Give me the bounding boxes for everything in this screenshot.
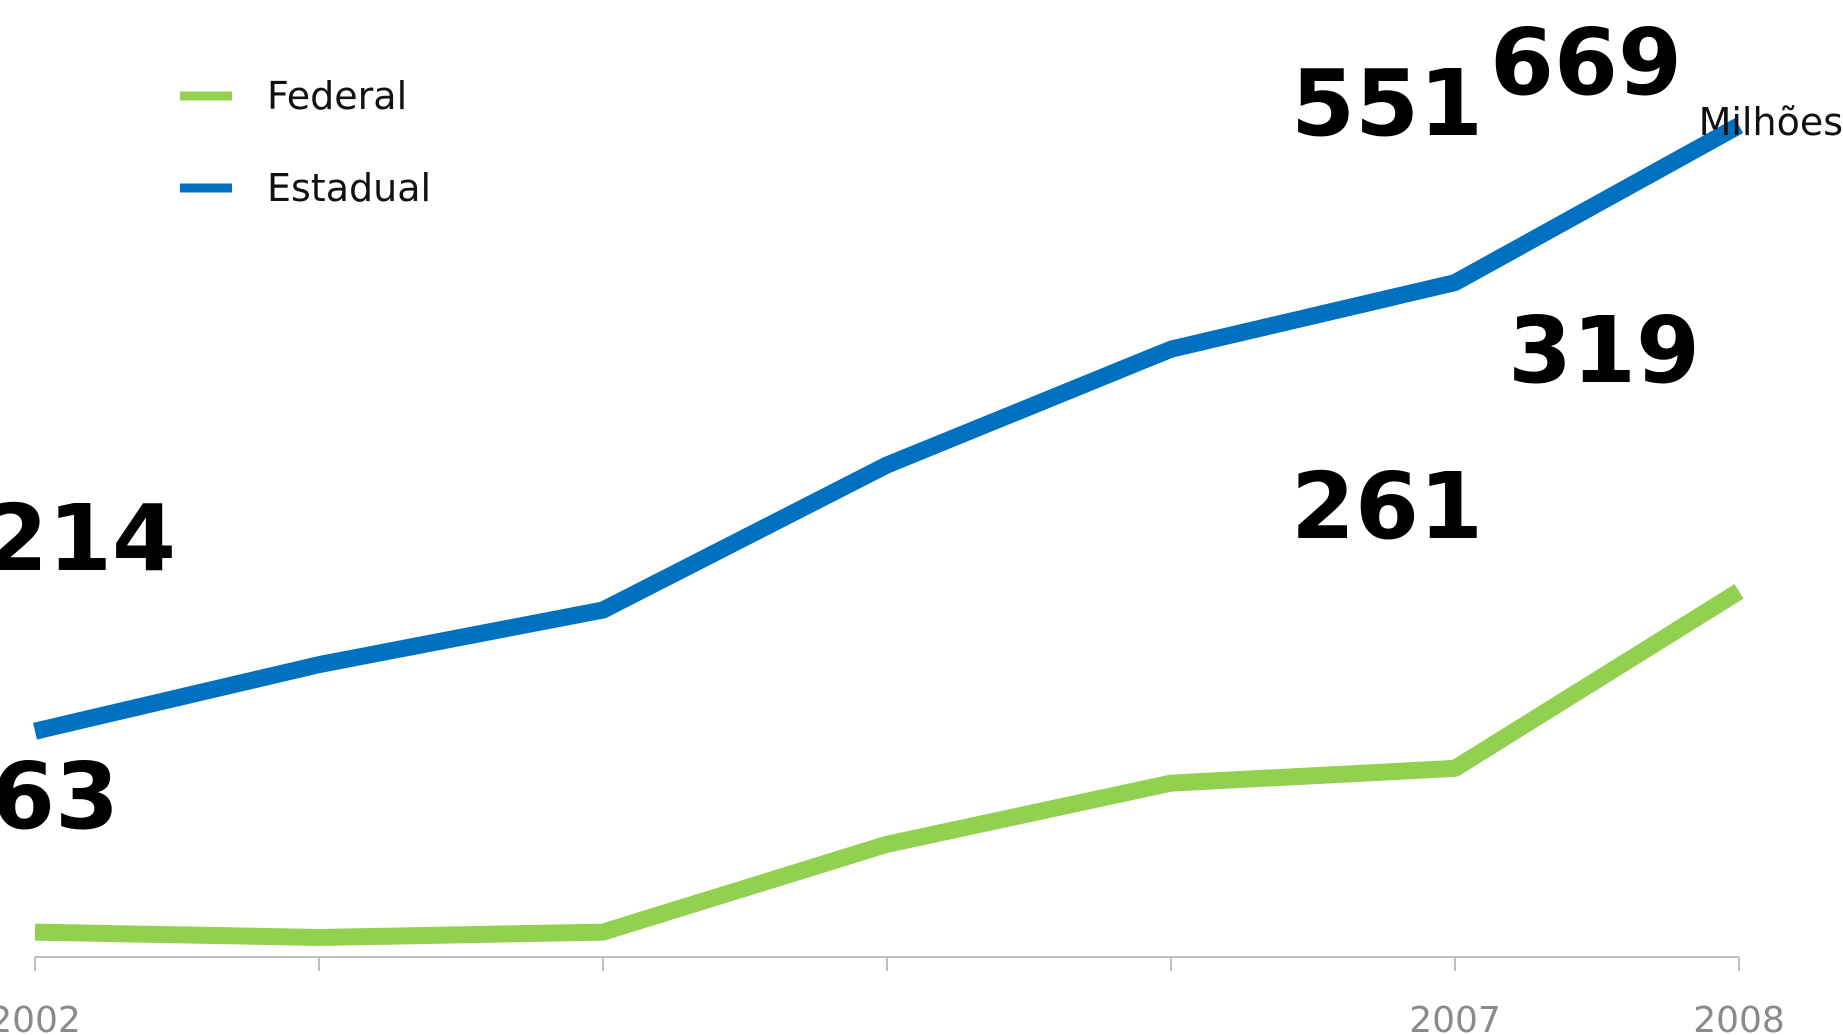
data-label-federal: 319 <box>1508 297 1700 404</box>
data-label-federal: 63 <box>0 743 119 850</box>
series-lines <box>33 118 1744 946</box>
series-line-federal <box>34 584 1744 946</box>
x-tick-label: 2007 <box>1409 1000 1501 1035</box>
x-axis: 2002 2007 2008 <box>0 956 1785 1035</box>
unit-label: Milhões <box>1699 100 1843 144</box>
data-label-federal: 261 <box>1291 453 1483 560</box>
data-label-estadual: 551 <box>1291 50 1483 157</box>
x-tick-label: 2002 <box>0 1000 81 1035</box>
data-label-estadual: 669 <box>1490 9 1682 116</box>
legend-label-estadual: Estadual <box>267 166 431 210</box>
legend: Federal Estadual <box>180 74 431 210</box>
data-label-estadual: 214 <box>0 485 176 592</box>
x-tick-label: 2008 <box>1693 1000 1785 1035</box>
legend-label-federal: Federal <box>267 74 407 118</box>
series-line-estadual <box>33 118 1744 740</box>
